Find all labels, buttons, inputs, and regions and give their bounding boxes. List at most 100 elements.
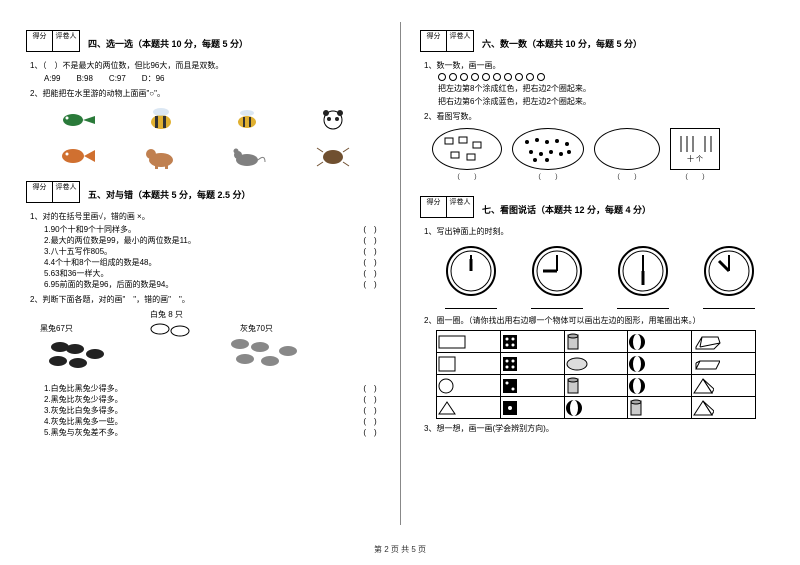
list-item: 4.4个十和8个一组成的数是48。 — [44, 257, 156, 268]
section5-header: 得分 评卷人 五、对与错（本题共 5 分，每题 2.5 分） — [26, 181, 382, 207]
page-footer: 第 2 页 共 5 页 — [0, 544, 800, 555]
oval-2 — [512, 128, 584, 170]
animal-row-2 — [32, 141, 376, 171]
answer-line[interactable] — [531, 301, 583, 309]
oval-row: 十 个 — [432, 128, 776, 170]
mouse-icon — [226, 141, 268, 171]
table-row — [437, 353, 756, 375]
answer-paren[interactable]: ( ) — [358, 268, 382, 279]
section5-q1: 1、对的在括号里画√，错的画 ×。 1.90个十和9个十同样多。 ( ) 2.最大… — [30, 211, 382, 290]
s5-q1-text: 1、对的在括号里画√，错的画 ×。 — [30, 211, 382, 222]
score-label: 得分 — [421, 31, 447, 51]
grader-label: 评卷人 — [53, 31, 79, 51]
clock-row — [428, 245, 772, 297]
answer-paren[interactable]: ( ) — [358, 279, 382, 290]
oval-1 — [432, 128, 502, 170]
score-label: 得分 — [421, 197, 447, 217]
list-item: 5.63和36一样大。 — [44, 268, 108, 279]
table-row — [437, 331, 756, 353]
table-row — [437, 375, 756, 397]
answer-paren[interactable]: ( ) — [358, 246, 382, 257]
tally-box: 十 个 — [670, 128, 720, 170]
dog-icon — [140, 141, 182, 171]
answer-paren[interactable]: ( ) — [358, 257, 382, 268]
clock-answer-lines — [428, 301, 772, 309]
oval-labels: （ ） （ ） （ ） （ ） — [432, 172, 776, 182]
section7-q1: 1、写出钟面上的时刻。 — [424, 226, 776, 309]
section6-header: 得分 评卷人 六、数一数（本题共 10 分，每题 5 分） — [420, 30, 776, 56]
grader-label: 评卷人 — [447, 197, 473, 217]
q1-options: A:99 B:98 C:97 D：96 — [44, 73, 382, 84]
answer-line[interactable] — [617, 301, 669, 309]
rabbit-figure: 白兔 8 只 黑兔67只 灰兔70只 — [40, 309, 372, 379]
answer-paren[interactable]: ( ) — [358, 383, 382, 394]
grader-label: 评卷人 — [53, 182, 79, 202]
section4-header: 得分 评卷人 四、选一选（本题共 10 分，每题 5 分） — [26, 30, 382, 56]
list-item: 3.八十五写作805。 — [44, 246, 112, 257]
s6-q2: 2、看图写数。 — [424, 111, 776, 122]
list-item: 6.95前面的数是96，后面的数是94。 — [44, 279, 173, 290]
answer-paren[interactable]: ( ) — [358, 427, 382, 438]
list-item: 1.90个十和9个十同样多。 — [44, 224, 136, 235]
answer-line[interactable] — [445, 301, 497, 309]
list-item: 4.灰兔比黑兔多一些。 — [44, 416, 123, 427]
list-item: 5.黑兔与灰兔差不多。 — [44, 427, 123, 438]
score-box-5: 得分 评卷人 — [26, 181, 80, 203]
answer-paren[interactable]: （ ） — [512, 172, 584, 182]
q1-text: 1、（ ）不是最大的两位数，但比96大，而且是双数。 — [30, 60, 382, 71]
section7-q2: 2、圈一圈。（请你找出用右边哪一个物体可以画出左边的图形，用笔圈出来。） — [424, 315, 776, 419]
s7-q2: 2、圈一圈。（请你找出用右边哪一个物体可以画出左边的图形，用笔圈出来。） — [424, 315, 776, 326]
s6-q1b: 把左边第8个涂成红色，把右边2个圈起来。 — [438, 83, 776, 94]
bird-icon — [54, 105, 96, 135]
circle-row — [438, 73, 776, 81]
section4-q2: 2、把能把在水里游的动物上面画"○"。 — [30, 88, 382, 99]
score-label: 得分 — [27, 31, 53, 51]
clock-icon — [617, 245, 669, 297]
grader-label: 评卷人 — [447, 31, 473, 51]
section6-q2: 2、看图写数。 十 个 （ ） （ ） （ ） （ ） — [424, 111, 776, 182]
section7-title: 七、看图说话（本题共 12 分，每题 4 分） — [482, 203, 651, 216]
score-box-7: 得分 评卷人 — [420, 196, 474, 218]
left-column: 得分 评卷人 四、选一选（本题共 10 分，每题 5 分） 1、（ ）不是最大的… — [0, 0, 400, 565]
answer-paren[interactable]: （ ） — [594, 172, 660, 182]
list-item: 1.白兔比黑兔少得多。 — [44, 383, 123, 394]
s7-q3: 3、想一想，画一画(学会辨别方向)。 — [424, 423, 776, 434]
answer-paren[interactable]: ( ) — [358, 224, 382, 235]
list-item: 2.黑兔比灰兔少得多。 — [44, 394, 123, 405]
section6-q1: 1、数一数，画一画。 把左边第8个涂成红色，把右边2个圈起来。 把右边第6个涂成… — [424, 60, 776, 107]
section5-title: 五、对与错（本题共 5 分，每题 2.5 分） — [88, 188, 251, 201]
panda-icon — [312, 105, 354, 135]
bug-icon — [312, 141, 354, 171]
section7-header: 得分 评卷人 七、看图说话（本题共 12 分，每题 4 分） — [420, 196, 776, 222]
section4-title: 四、选一选（本题共 10 分，每题 5 分） — [88, 37, 248, 50]
clock-icon — [445, 245, 497, 297]
bee2-icon — [226, 105, 268, 135]
shape-table — [436, 330, 756, 419]
q2-text: 2、把能把在水里游的动物上面画"○"。 — [30, 88, 382, 99]
answer-paren[interactable]: （ ） — [670, 172, 720, 182]
oval-3 — [594, 128, 660, 170]
section7-q3: 3、想一想，画一画(学会辨别方向)。 — [424, 423, 776, 434]
list-item: 3.灰兔比白兔多得多。 — [44, 405, 123, 416]
right-column: 得分 评卷人 六、数一数（本题共 10 分，每题 5 分） 1、数一数，画一画。… — [400, 0, 800, 565]
section4-q1: 1、（ ）不是最大的两位数，但比96大，而且是双数。 A:99 B:98 C:9… — [30, 60, 382, 84]
s5-q1-items: 1.90个十和9个十同样多。 ( ) 2.最大的两位数是99，最小的两位数是11。… — [44, 224, 382, 290]
clock-icon — [531, 245, 583, 297]
answer-paren[interactable]: ( ) — [358, 416, 382, 427]
answer-paren[interactable]: （ ） — [432, 172, 502, 182]
tally-label: 十 个 — [687, 154, 703, 164]
answer-line[interactable] — [703, 301, 755, 309]
section5-q2: 2、判断下面各题，对的画" "，错的画" "。 白兔 8 只 黑兔67只 灰兔7… — [30, 294, 382, 438]
score-box-4: 得分 评卷人 — [26, 30, 80, 52]
animal-row-1 — [32, 105, 376, 135]
answer-paren[interactable]: ( ) — [358, 235, 382, 246]
answer-paren[interactable]: ( ) — [358, 394, 382, 405]
s6-q1c: 把右边第6个涂成蓝色，把左边2个圈起来。 — [438, 96, 776, 107]
list-item: 2.最大的两位数是99，最小的两位数是11。 — [44, 235, 196, 246]
clock-icon — [703, 245, 755, 297]
section6-title: 六、数一数（本题共 10 分，每题 5 分） — [482, 37, 642, 50]
table-row — [437, 397, 756, 419]
answer-paren[interactable]: ( ) — [358, 405, 382, 416]
s6-q1a: 1、数一数，画一画。 — [424, 60, 776, 71]
fish-icon — [54, 141, 96, 171]
